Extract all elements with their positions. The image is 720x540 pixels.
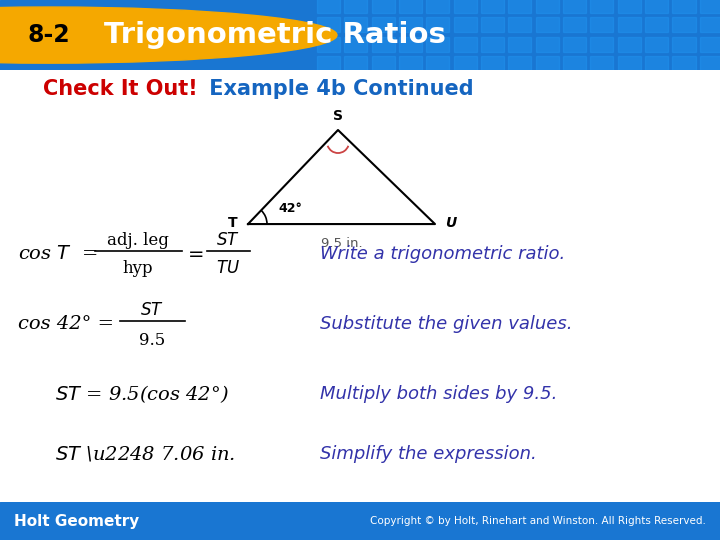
Bar [317,56,340,72]
Bar [618,56,641,72]
Bar [454,0,477,12]
Text: hyp: hyp [122,260,153,276]
Bar [454,56,477,72]
Bar [454,37,477,52]
Bar [317,17,340,32]
Text: $ST$: $ST$ [140,302,164,319]
Text: adj. leg: adj. leg [107,232,169,248]
Bar [590,56,613,72]
Bar [672,0,696,12]
Bar [508,56,531,72]
Bar [645,37,668,52]
Bar [563,17,586,32]
Bar [672,56,696,72]
Bar [645,17,668,32]
Text: =: = [188,245,204,264]
Bar [399,17,422,32]
Text: 9.5 in.: 9.5 in. [320,237,362,250]
Text: Example 4b Continued: Example 4b Continued [202,79,473,99]
Bar [700,37,720,52]
Text: Copyright © by Holt, Rinehart and Winston. All Rights Reserved.: Copyright © by Holt, Rinehart and Winsto… [370,516,706,526]
Bar [399,37,422,52]
Bar [700,17,720,32]
Bar [536,17,559,32]
Text: cos 42° =: cos 42° = [18,315,114,333]
Bar [344,56,367,72]
Text: Write a trigonometric ratio.: Write a trigonometric ratio. [320,245,565,263]
Bar [536,37,559,52]
Text: $ST$ = 9.5(cos 42°): $ST$ = 9.5(cos 42°) [55,383,229,405]
Bar [344,37,367,52]
Bar [563,37,586,52]
Text: T: T [228,216,238,230]
Bar [454,17,477,32]
Text: $TU$: $TU$ [216,260,240,276]
Bar [426,17,449,32]
Bar [536,56,559,72]
Bar [645,56,668,72]
Bar [590,17,613,32]
Bar [481,37,504,52]
Bar [645,0,668,12]
Text: 42°: 42° [278,202,302,215]
Bar [481,56,504,72]
Text: 8-2: 8-2 [27,23,71,47]
Bar [399,56,422,72]
Text: cos $T$  =: cos $T$ = [18,245,97,263]
Bar [508,37,531,52]
Bar [536,0,559,12]
Bar [590,0,613,12]
Bar [672,37,696,52]
Bar [590,37,613,52]
Text: Holt Geometry: Holt Geometry [14,514,140,529]
Text: Check It Out!: Check It Out! [43,79,198,99]
Text: Simplify the expression.: Simplify the expression. [320,445,536,463]
Bar [372,56,395,72]
Bar [563,0,586,12]
Bar [481,0,504,12]
Bar [399,0,422,12]
Circle shape [0,7,337,63]
Bar [563,56,586,72]
Bar [481,17,504,32]
Text: Multiply both sides by 9.5.: Multiply both sides by 9.5. [320,385,557,403]
Bar [344,0,367,12]
Bar [372,37,395,52]
Bar [618,0,641,12]
Bar [426,56,449,72]
Bar [508,0,531,12]
Bar [372,0,395,12]
Bar [317,0,340,12]
Text: Trigonometric Ratios: Trigonometric Ratios [104,21,446,49]
Bar [426,0,449,12]
Bar [344,17,367,32]
Text: Substitute the given values.: Substitute the given values. [320,315,572,333]
Bar [372,17,395,32]
Bar [317,37,340,52]
Bar [618,37,641,52]
Bar [426,37,449,52]
Bar [700,0,720,12]
Bar [700,56,720,72]
Bar [618,17,641,32]
Text: U: U [445,216,456,230]
Bar [672,17,696,32]
Text: $ST$ \u2248 7.06 in.: $ST$ \u2248 7.06 in. [55,444,235,464]
Bar [508,17,531,32]
Text: 9.5: 9.5 [139,332,165,349]
Text: $ST$: $ST$ [216,232,240,248]
Text: S: S [333,109,343,123]
